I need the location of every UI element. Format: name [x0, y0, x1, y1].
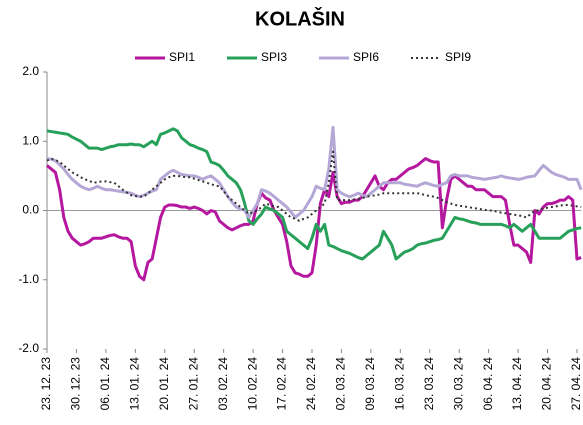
- x-tick-label: 03. 02. 24: [216, 357, 230, 411]
- y-tick-label: 1.0: [22, 133, 39, 147]
- x-tick-label: 24. 02. 24: [304, 357, 318, 411]
- x-tick-label: 20. 04. 24: [540, 357, 554, 411]
- x-tick-label: 17. 02. 24: [275, 357, 289, 411]
- x-tick-label: 06. 01. 24: [98, 357, 112, 411]
- x-tick-label: 20. 01. 24: [157, 357, 171, 411]
- x-tick-label: 30. 12. 23: [69, 357, 83, 411]
- x-tick-label: 23. 12. 23: [39, 357, 53, 411]
- x-tick-label: 10. 02. 24: [245, 357, 259, 411]
- x-tick-label: 13. 04. 24: [510, 357, 524, 411]
- y-tick-label: 0.0: [22, 203, 39, 217]
- series-line: [46, 125, 583, 219]
- x-tick-label: 13. 01. 24: [127, 357, 141, 411]
- x-tick-label: 27. 04. 24: [569, 357, 583, 411]
- x-tick-label: 27. 01. 24: [186, 357, 200, 411]
- x-tick-label: 02. 03. 24: [334, 357, 348, 411]
- legend-label: SPI6: [353, 50, 379, 64]
- y-tick-label: 2.0: [22, 64, 39, 78]
- series-line: [46, 150, 582, 222]
- x-tick-label: 23. 03. 24: [422, 357, 436, 411]
- y-tick-label: -2.0: [18, 341, 39, 355]
- x-tick-label: 09. 03. 24: [363, 357, 377, 411]
- series-line: [46, 157, 582, 282]
- x-tick-label: 16. 03. 24: [392, 357, 406, 411]
- x-tick-label: 06. 04. 24: [481, 357, 495, 411]
- y-tick-label: -1.0: [18, 272, 39, 286]
- chart-title: KOLAŠIN: [255, 6, 345, 30]
- legend-label: SPI1: [169, 50, 195, 64]
- series-line: [46, 127, 582, 261]
- legend-label: SPI3: [261, 50, 287, 64]
- x-tick-label: 30. 03. 24: [451, 357, 465, 411]
- legend-label: SPI9: [445, 50, 471, 64]
